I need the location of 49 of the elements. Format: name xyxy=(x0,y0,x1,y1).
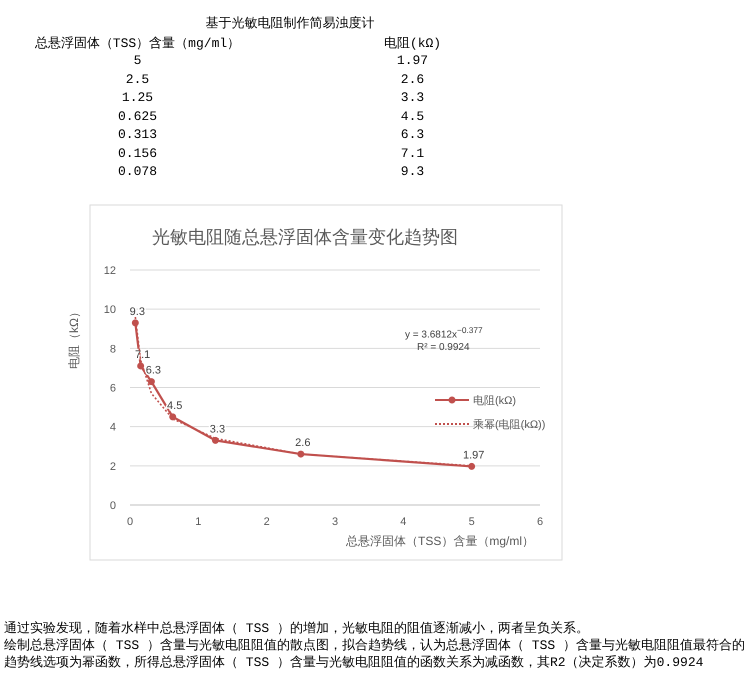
text: 1.97 xyxy=(396,53,430,68)
text: 电阻(kΩ) xyxy=(382,35,442,52)
data-label: 2.6 xyxy=(295,437,310,450)
text: 1.25 xyxy=(120,90,154,105)
legend-label: 乘幂(电阻(kΩ)) xyxy=(473,418,546,431)
x-tick-label: 0 xyxy=(126,516,134,528)
x-tick-label: 3 xyxy=(332,516,338,528)
x-tick-label: 1 xyxy=(195,516,202,528)
text: 2.5 xyxy=(124,72,150,86)
text: 通过实验发现，随着水样中总悬浮固体（ TSS ）的增加，光敏电阻的阻值逐渐减小，两者呈负关系。 xyxy=(4,621,590,636)
text: 0.625 xyxy=(116,108,158,124)
y-tick-label: 4 xyxy=(110,422,116,434)
text: 9.3 xyxy=(400,164,426,179)
text: 2.6 xyxy=(400,72,426,86)
y-tick-label: 10 xyxy=(104,304,116,316)
text: 0.078 xyxy=(116,164,158,179)
point xyxy=(468,462,476,470)
point xyxy=(137,362,144,370)
y-tick-label: 6 xyxy=(110,382,116,394)
x-tick-label: 2 xyxy=(264,516,270,528)
text: 0.156 xyxy=(116,146,158,160)
text: 6.3 xyxy=(400,127,426,142)
text: 4.5 xyxy=(400,108,426,124)
y-tick-label: 8 xyxy=(110,343,116,356)
text: 绘制总悬浮固体（ TSS ）含量与光敏电阻阻值的散点图，拟合趋势线，认为总悬浮固体（ TSS ）含量与光敏电阻阻值最符合的趋势线选项为幂函数，所得总悬浮固体（ TSS ）含量与光敏电阻阻值的函数关系为减函数，其R2（决定系数）为0.9924 xyxy=(4,638,746,670)
y-axis-title: 电阻（kΩ） xyxy=(67,306,81,369)
annotation: y = 3.6812x$^{−0.377}$ xyxy=(405,325,483,340)
data-label: 1.97 xyxy=(462,449,484,462)
y-tick-label: 12 xyxy=(104,265,116,277)
y-tick-label: 0 xyxy=(110,500,116,512)
data-label: 9.3 xyxy=(130,306,145,318)
data-label: 3.3 xyxy=(210,423,226,436)
chart-subtitle: 基于光敏电阻制作简易浊度计 xyxy=(204,15,376,32)
chart-title: 光敏电阻随总悬浮固体含量变化趋势图 xyxy=(152,227,458,247)
text: 3.3 xyxy=(400,90,426,105)
annotation: R² = 0.9924 xyxy=(417,342,470,353)
text: 0.313 xyxy=(116,127,158,142)
y-tick-label: 2 xyxy=(110,460,116,473)
data-label: 4.5 xyxy=(167,400,182,412)
text: 总悬浮固体（TSS）含量（mg/ml） xyxy=(34,35,242,52)
data-label: 6.3 xyxy=(146,364,162,377)
text: 7.1 xyxy=(400,146,426,160)
x-tick-label: 4 xyxy=(400,516,406,528)
point xyxy=(148,378,155,386)
text: 5 xyxy=(132,53,142,68)
x-tick-label: 6 xyxy=(536,516,544,528)
x-axis-title: 总悬浮固体（TSS）含量（mg/ml） xyxy=(344,534,534,548)
x-tick-label: 5 xyxy=(468,516,475,528)
legend-label: 电阻(kΩ) xyxy=(473,394,516,407)
